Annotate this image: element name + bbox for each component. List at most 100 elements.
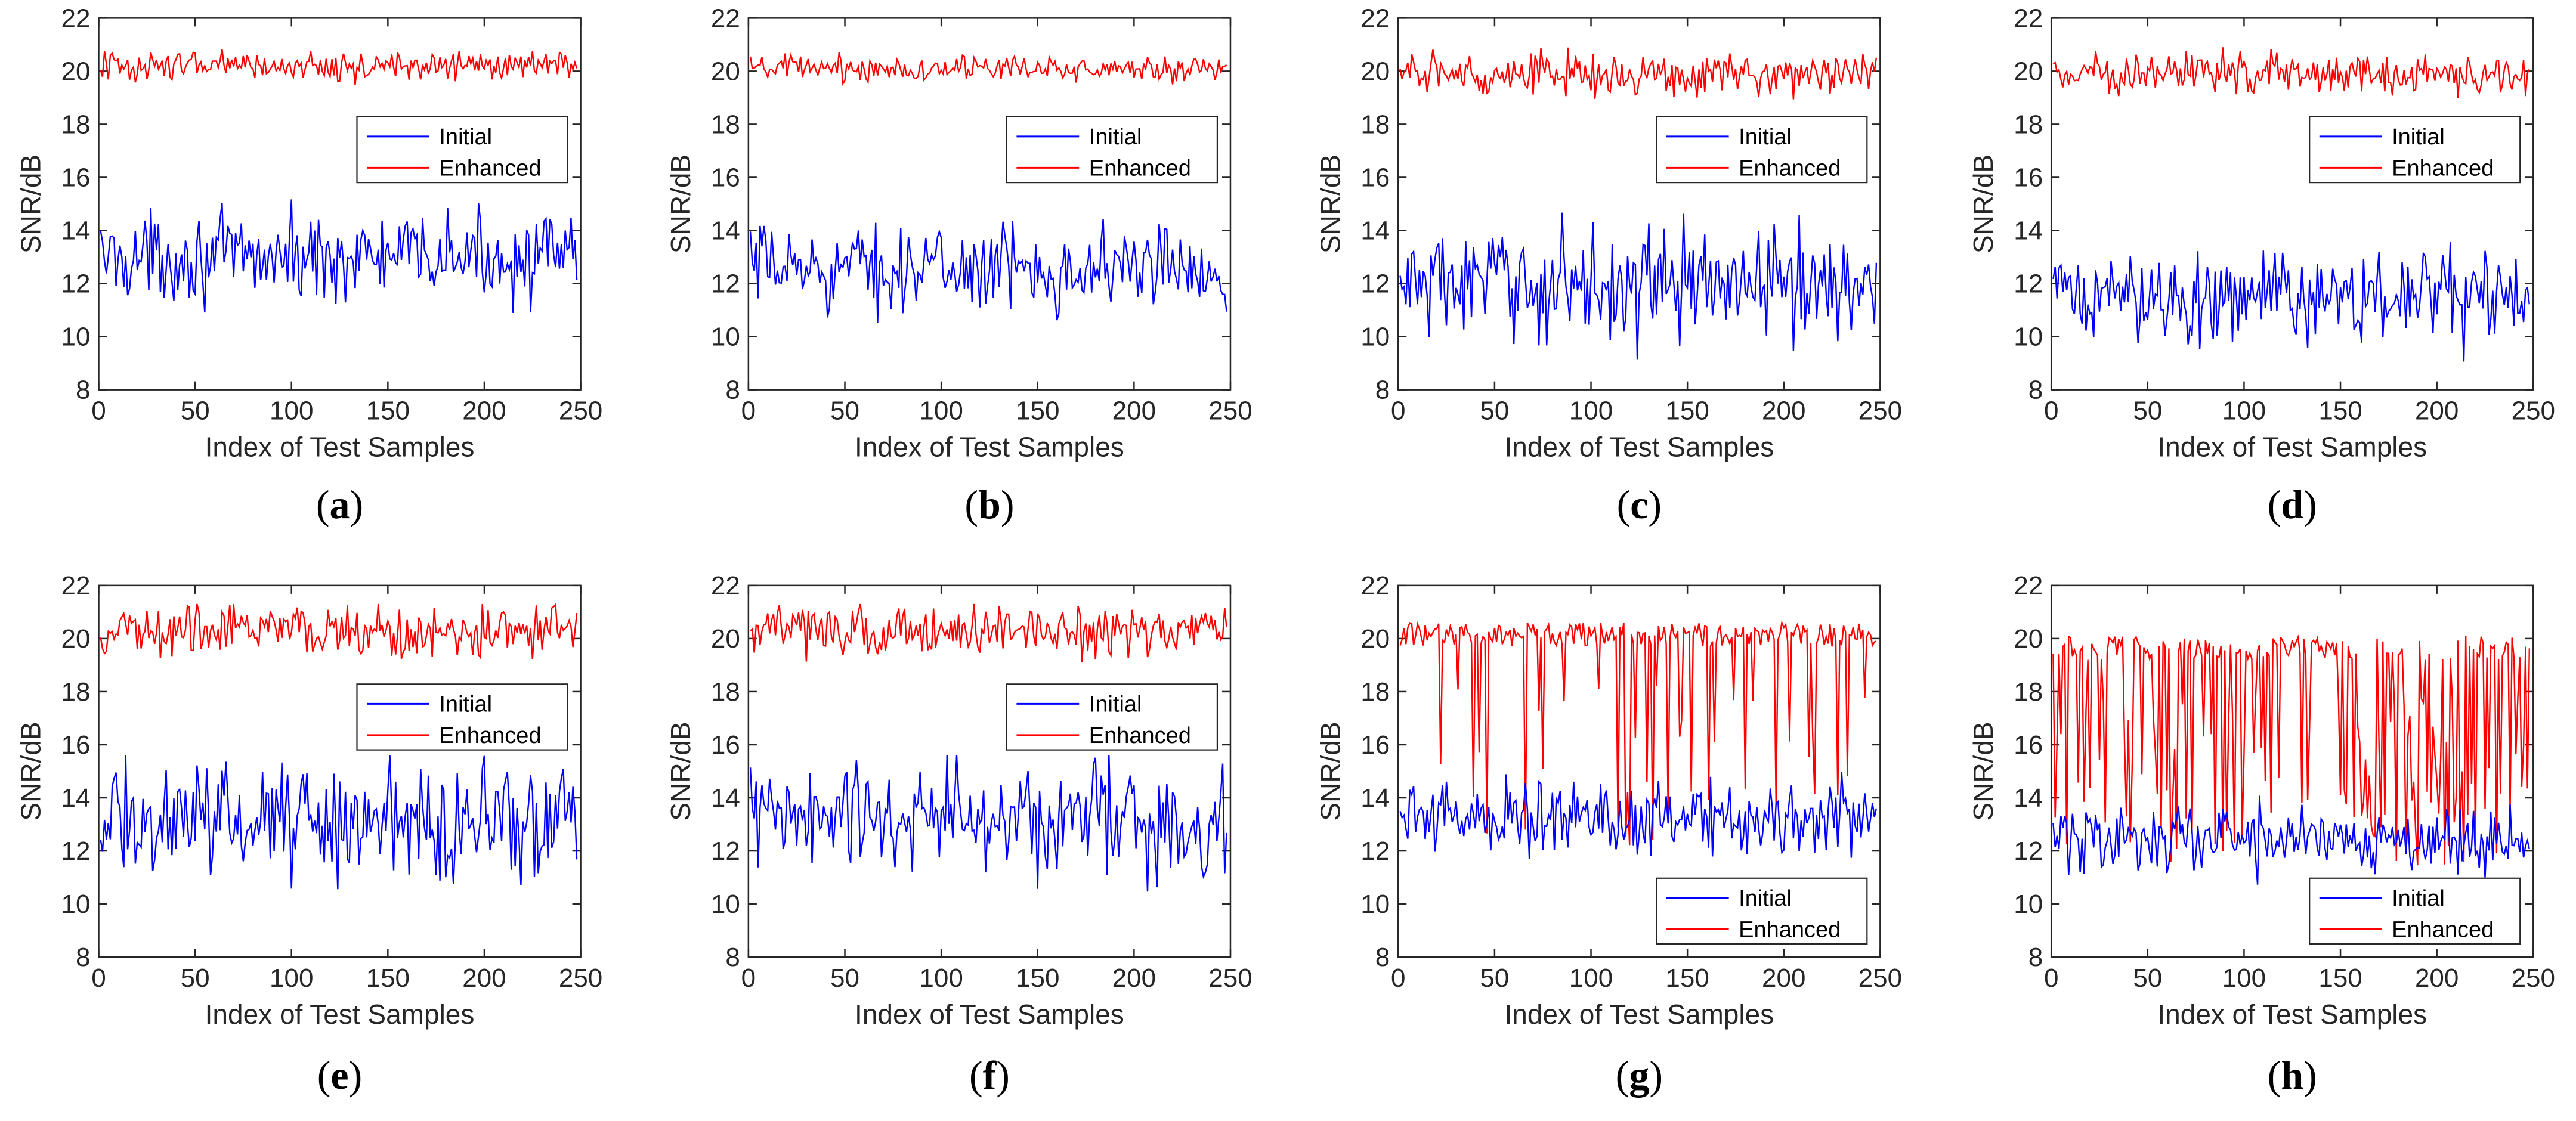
panel-label-h: (h) — [2268, 1052, 2317, 1098]
y-axis-label: SNR/dB — [1315, 154, 1346, 253]
axes-box — [747, 17, 1232, 391]
y-tick-label: 16 — [1360, 163, 1390, 192]
y-tick-label: 22 — [2014, 571, 2043, 600]
legend: Initial Enhanced — [2309, 877, 2521, 945]
y-tick-label: 22 — [711, 571, 740, 600]
x-tick-label: 200 — [1112, 397, 1156, 426]
y-axis-label: SNR/dB — [15, 721, 46, 820]
y-tick-label: 16 — [711, 730, 740, 760]
y-tick-label: 8 — [2028, 943, 2043, 972]
x-axis-label: Index of Test Samples — [2157, 432, 2427, 463]
series-line-enhanced — [749, 52, 1227, 86]
plot-area — [98, 585, 581, 958]
y-tick-label: 22 — [1360, 571, 1390, 600]
x-tick-label: 100 — [270, 964, 313, 993]
y-tick-label: 10 — [61, 890, 91, 919]
legend-label-enhanced: Enhanced — [2392, 917, 2494, 942]
x-tick-label: 250 — [2512, 397, 2555, 426]
x-tick-label: 100 — [919, 397, 963, 426]
x-tick-label: 150 — [1665, 397, 1709, 426]
x-tick-label: 250 — [559, 397, 602, 426]
x-tick-label: 50 — [830, 397, 859, 426]
y-tick-label: 16 — [61, 730, 91, 760]
y-tick-label: 12 — [1360, 837, 1390, 866]
panel-h: 0 50 100 150 200 250 8 10 12 14 16 18 20 22 Index of T… — [1968, 571, 2555, 1098]
axes-box — [1397, 584, 1881, 958]
panel-e: 0 50 100 150 200 250 8 10 12 14 16 18 20 22 Index of T… — [15, 571, 602, 1098]
y-tick-label: 14 — [61, 784, 91, 813]
y-tick-label: 18 — [711, 110, 740, 139]
x-axis-label: Index of Test Samples — [855, 999, 1124, 1030]
axes-box — [98, 17, 582, 391]
series-line-enhanced — [2052, 634, 2530, 866]
plot-area — [748, 18, 1230, 390]
y-tick-label: 8 — [725, 376, 740, 405]
series-line-initial — [1399, 212, 1878, 360]
x-tick-label: 200 — [2415, 964, 2459, 993]
legend: Initial Enhanced — [1656, 877, 1868, 945]
legend-label-initial: Initial — [439, 692, 492, 717]
legend-label-enhanced: Enhanced — [1739, 156, 1841, 181]
y-tick-label: 14 — [711, 784, 740, 813]
legend-box — [2309, 877, 2521, 945]
x-tick-label: 150 — [2318, 397, 2362, 426]
x-axis-label: Index of Test Samples — [205, 432, 475, 463]
series-line-initial — [1399, 772, 1878, 859]
y-axis-label: SNR/dB — [665, 721, 696, 820]
x-tick-label: 200 — [2415, 397, 2459, 426]
legend: Initial Enhanced — [1656, 116, 1868, 184]
legend-label-enhanced: Enhanced — [439, 723, 541, 748]
axes-box — [2050, 17, 2534, 391]
legend: Initial Enhanced — [2309, 116, 2521, 184]
y-tick-label: 16 — [2014, 730, 2043, 760]
legend-label-enhanced: Enhanced — [1089, 156, 1191, 181]
y-axis-label: SNR/dB — [1968, 721, 1999, 820]
series-line-initial — [2052, 242, 2530, 362]
legend-box — [1656, 116, 1868, 184]
x-tick-label: 0 — [2044, 397, 2058, 426]
y-tick-label: 8 — [725, 943, 740, 972]
y-tick-label: 10 — [711, 323, 740, 352]
series-line-enhanced — [1399, 620, 1877, 846]
x-tick-label: 50 — [830, 964, 859, 993]
x-tick-label: 150 — [1665, 964, 1709, 993]
x-tick-label: 0 — [91, 964, 106, 993]
y-tick-label: 16 — [61, 163, 91, 192]
x-tick-label: 0 — [2044, 964, 2058, 993]
y-tick-label: 14 — [711, 216, 740, 246]
y-tick-label: 22 — [1360, 4, 1390, 33]
y-tick-label: 14 — [2014, 216, 2043, 246]
x-axis-label: Index of Test Samples — [2157, 999, 2427, 1030]
x-axis-label: Index of Test Samples — [1504, 999, 1774, 1030]
y-tick-label: 18 — [1360, 677, 1390, 707]
series-line-enhanced — [100, 602, 578, 660]
legend: Initial Enhanced — [1006, 116, 1219, 184]
y-tick-label: 22 — [711, 4, 740, 33]
y-tick-label: 20 — [61, 57, 91, 86]
y-tick-label: 12 — [711, 837, 740, 866]
y-tick-label: 18 — [61, 677, 91, 707]
y-tick-label: 8 — [1375, 376, 1390, 405]
x-tick-label: 50 — [2133, 397, 2162, 426]
y-tick-label: 20 — [1360, 57, 1390, 86]
panel-label-e: (e) — [317, 1052, 363, 1098]
legend-label-initial: Initial — [2392, 125, 2445, 150]
x-axis-label: Index of Test Samples — [1504, 432, 1774, 463]
y-tick-label: 22 — [2014, 4, 2043, 33]
y-tick-label: 8 — [76, 376, 90, 405]
legend-label-initial: Initial — [1739, 886, 1792, 911]
y-tick-label: 14 — [1360, 784, 1390, 813]
y-tick-label: 16 — [2014, 163, 2043, 192]
x-tick-label: 0 — [741, 964, 756, 993]
y-tick-label: 22 — [61, 4, 91, 33]
series-line-initial — [749, 219, 1227, 323]
panel-f: 0 50 100 150 200 250 8 10 12 14 16 18 20 22 Index of T… — [665, 571, 1253, 1098]
y-tick-label: 20 — [711, 57, 740, 86]
y-axis-label: SNR/dB — [15, 154, 46, 253]
legend-box — [2309, 116, 2521, 184]
y-tick-label: 18 — [61, 110, 91, 139]
legend-box — [356, 683, 568, 751]
y-tick-label: 20 — [2014, 57, 2043, 86]
x-tick-label: 100 — [2222, 964, 2266, 993]
